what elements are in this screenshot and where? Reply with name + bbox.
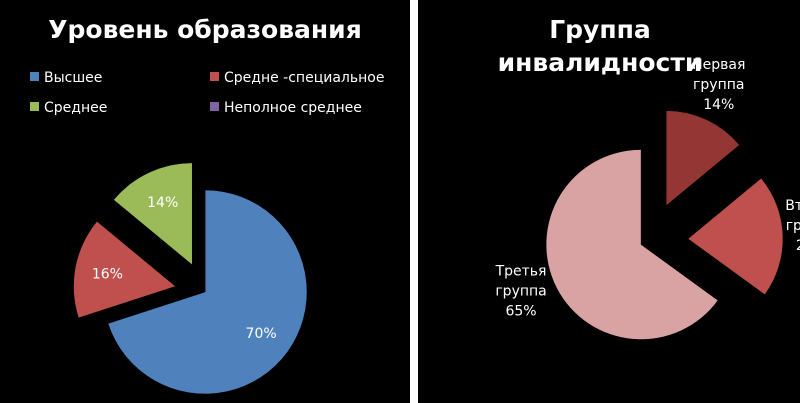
legend-label: Высшее (44, 70, 102, 86)
legend-label: Среднее (44, 100, 107, 116)
legend-swatch (210, 102, 219, 111)
data-label: Первая группа (692, 57, 745, 93)
pie-slice (113, 162, 193, 266)
data-label: 70% (246, 326, 277, 342)
data-label: 14% (147, 195, 178, 211)
chart-title: Группа инвалидности (498, 15, 703, 77)
pie-slice (665, 110, 740, 207)
data-label: Третья группа (495, 264, 547, 300)
legend-swatch (30, 102, 39, 111)
data-label-value: 65% (505, 304, 536, 320)
legend-swatch (210, 72, 219, 81)
chart-title: Уровень образования (48, 15, 362, 44)
data-label-value: 21% (796, 238, 800, 254)
legend-label: Неполное среднее (224, 100, 362, 116)
pie-slice (545, 149, 719, 340)
pie-slice (107, 189, 308, 395)
data-label: Втораягруппа (785, 198, 800, 234)
pie-slice (687, 177, 784, 295)
data-label: 16% (92, 266, 123, 282)
legend-swatch (30, 72, 39, 81)
data-label-value: 14% (703, 97, 734, 113)
pie-slice (73, 221, 177, 319)
legend-label: Средне -специальное (224, 70, 384, 86)
